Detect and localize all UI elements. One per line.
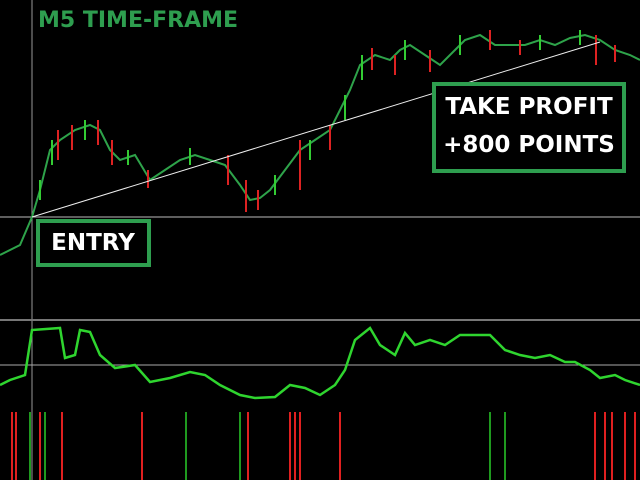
price-red-candles (57, 30, 616, 212)
trend-line (31, 41, 601, 218)
signal-bars-green (29, 412, 506, 480)
price-path (0, 33, 640, 256)
title: M5 TIME-FRAME (38, 8, 238, 33)
signal-bars-red (11, 412, 636, 480)
take-profit-points: +800 POINTS (443, 132, 615, 158)
take-profit-box (432, 82, 626, 173)
entry-label: ENTRY (51, 230, 135, 256)
price-green-candles (39, 30, 581, 200)
oscillator-line (0, 326, 640, 400)
take-profit-label: TAKE PROFIT (445, 94, 613, 120)
entry-box (36, 219, 151, 267)
